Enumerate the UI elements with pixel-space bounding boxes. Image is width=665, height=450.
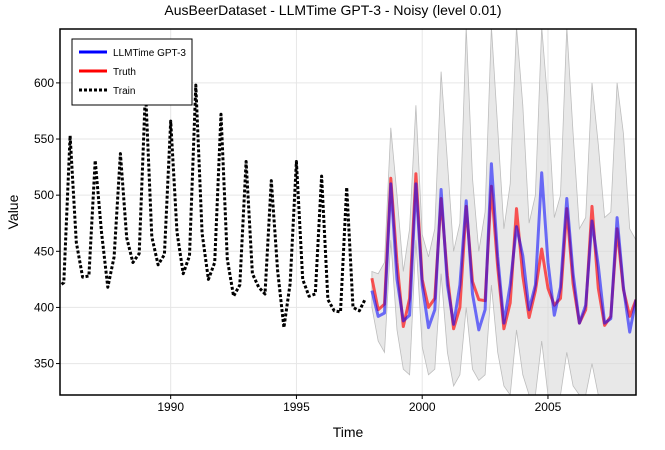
x-tick-label: 1990	[157, 400, 184, 414]
legend-label-truth: Truth	[113, 67, 136, 78]
series-layer	[60, 83, 636, 334]
y-tick-label: 500	[34, 188, 54, 202]
prediction-interval-band	[371, 29, 636, 395]
y-tick-label: 450	[34, 244, 54, 258]
train-series-line	[60, 83, 367, 330]
legend: LLMTime GPT-3 Truth Train	[71, 38, 193, 106]
chart-title: AusBeerDataset - LLMTime GPT-3 - Noisy (…	[164, 2, 501, 18]
y-axis-label: Value	[5, 194, 21, 229]
plot-frame	[59, 28, 637, 396]
x-tick-label: 2005	[535, 400, 562, 414]
y-axis-ticks: 350 400 450 500 550 600	[34, 76, 60, 371]
x-axis-ticks: 1990 1995 2000 2005	[157, 395, 562, 414]
x-tick-label: 2000	[409, 400, 436, 414]
y-tick-label: 600	[34, 76, 54, 90]
truth-series-line	[370, 172, 636, 331]
x-tick-label: 1995	[283, 400, 310, 414]
y-tick-label: 350	[34, 357, 54, 371]
plot-area	[59, 28, 637, 396]
y-tick-label: 550	[34, 132, 54, 146]
legend-label-train: Train	[113, 86, 135, 97]
prediction-band-layer	[371, 29, 636, 395]
legend-label-prediction: LLMTime GPT-3	[113, 48, 186, 59]
y-tick-label: 400	[34, 300, 54, 314]
prediction-series-line	[370, 162, 636, 334]
x-axis-label: Time	[333, 424, 364, 440]
